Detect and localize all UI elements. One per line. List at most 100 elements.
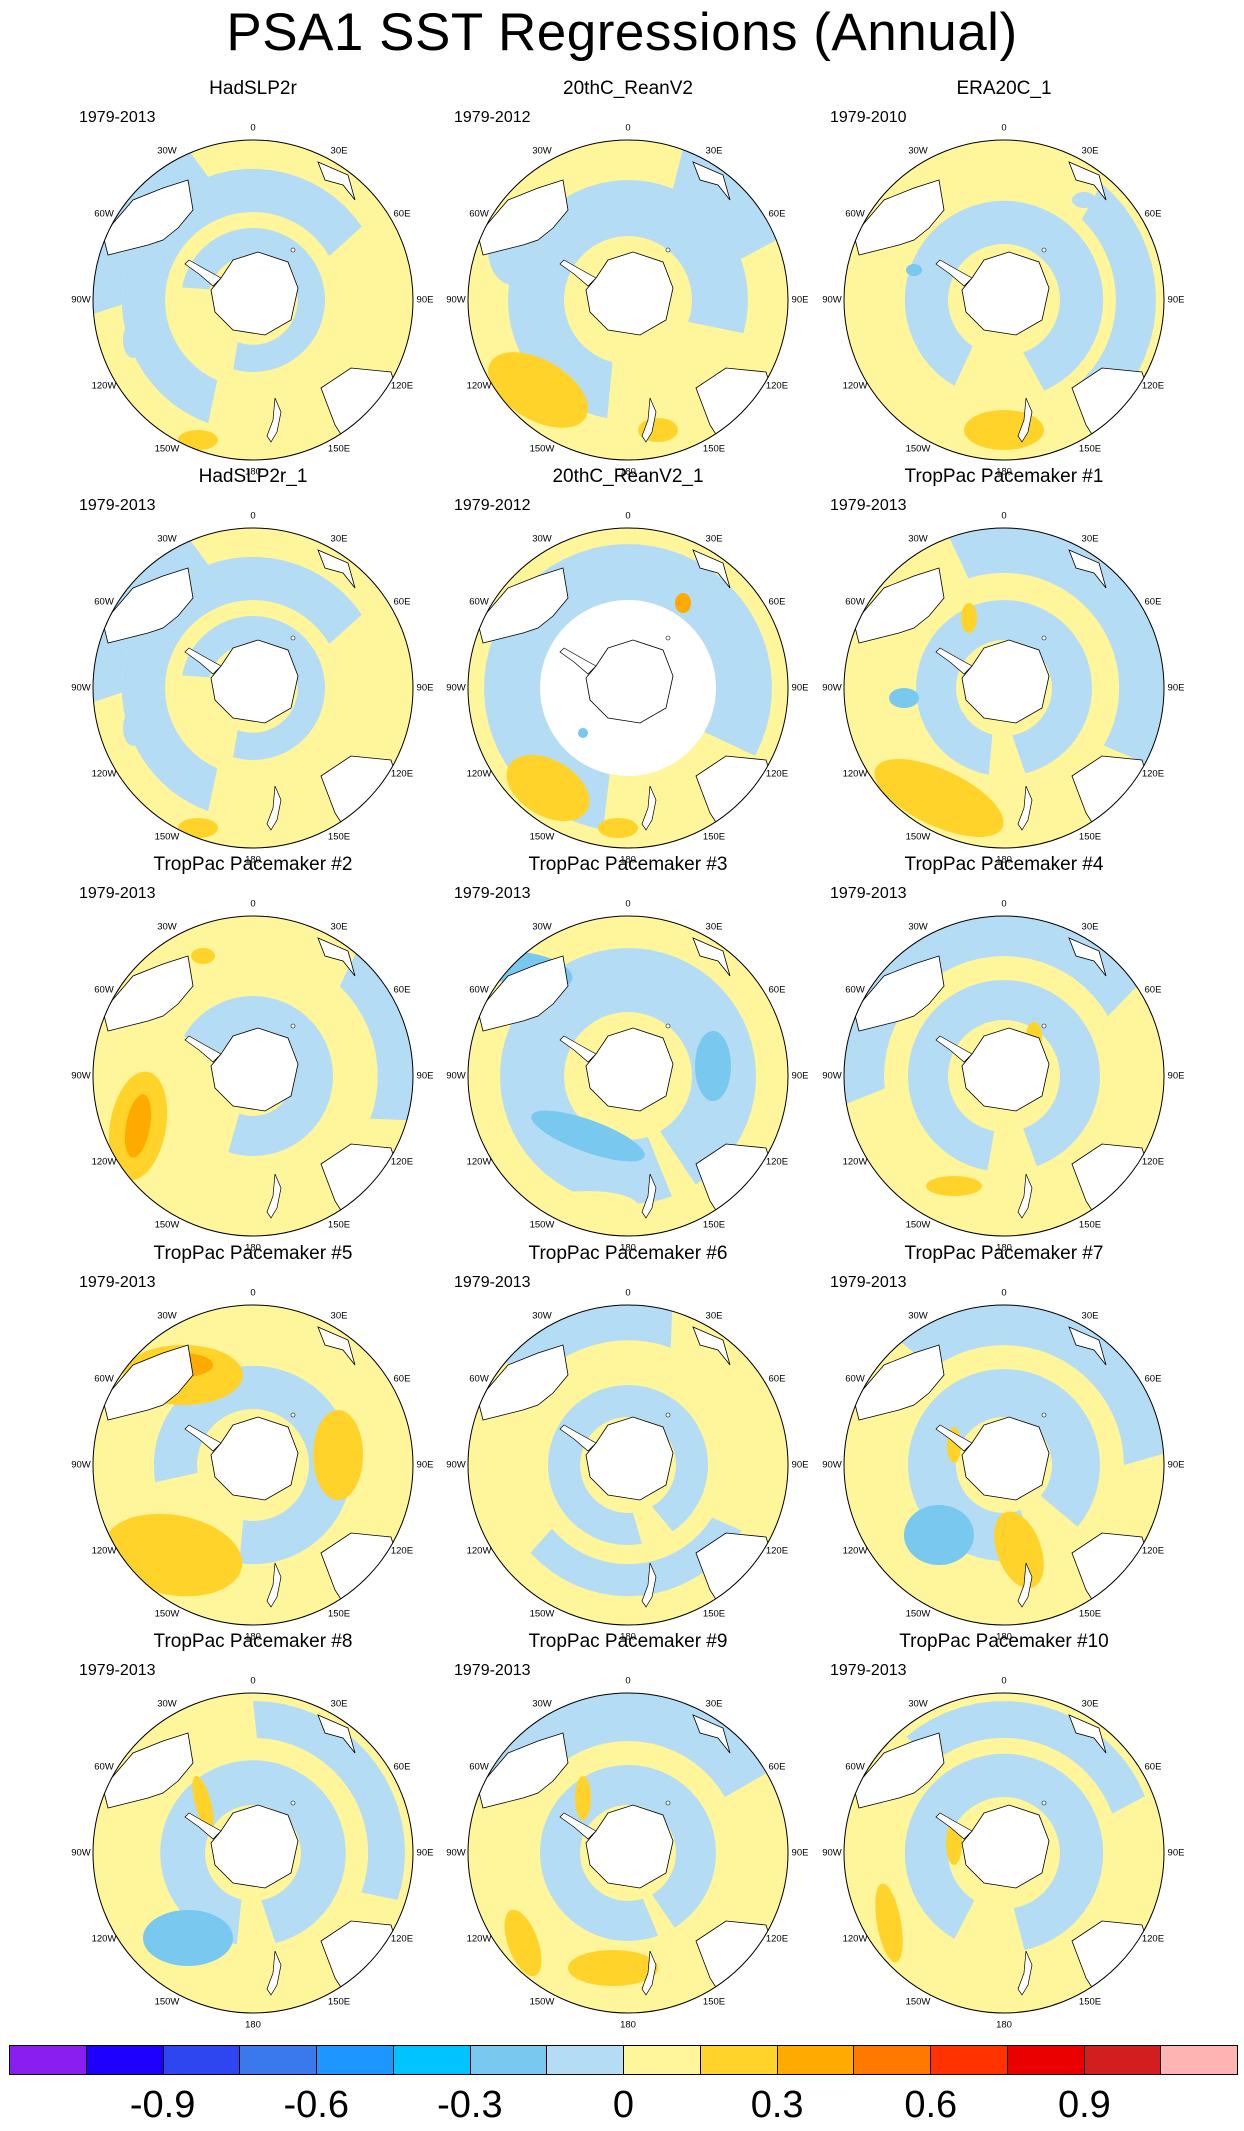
- longitude-label: 90W: [446, 1070, 466, 1082]
- longitude-label: 180: [245, 466, 261, 478]
- longitude-label: 90W: [71, 294, 91, 306]
- longitude-label: 150W: [154, 1219, 180, 1231]
- longitude-label: 90E: [791, 1459, 809, 1471]
- panel-title: TropPac Pacemaker #5: [153, 1243, 353, 1264]
- longitude-label: 90E: [416, 1070, 434, 1082]
- longitude-label: 0: [250, 510, 256, 522]
- colorbar-box: [393, 2046, 471, 2074]
- longitude-label: 120W: [466, 1156, 492, 1168]
- longitude-label: 150W: [154, 443, 180, 455]
- colorbar-label: -0.6: [283, 2084, 349, 2126]
- longitude-label: 120E: [390, 768, 414, 780]
- map-panel: TropPac Pacemaker #9 1979-2013 0 30E 60E 90E 1…: [446, 1631, 808, 2031]
- colorbar-box: [854, 2046, 931, 2074]
- longitude-label: 150W: [154, 831, 180, 843]
- longitude-label: 150W: [905, 1996, 931, 2008]
- colorbar-label: 0.9: [1057, 2084, 1111, 2126]
- longitude-label: 30W: [532, 1698, 552, 1710]
- longitude-label: 0: [250, 1675, 256, 1687]
- longitude-label: 60W: [469, 1761, 489, 1773]
- longitude-label: 120W: [842, 1156, 868, 1168]
- longitude-label: 60E: [393, 984, 411, 996]
- longitude-label: 30E: [330, 533, 348, 545]
- longitude-label: 180: [620, 1242, 636, 1254]
- longitude-label: 90E: [416, 294, 434, 306]
- longitude-label: 90W: [822, 682, 842, 694]
- longitude-label: 90E: [416, 1847, 434, 1859]
- longitude-label: 180: [996, 854, 1012, 866]
- map-panel: TropPac Pacemaker #8 1979-2013 0 30E 60E 90E 1…: [71, 1631, 433, 2031]
- polar-stereographic-map: [843, 1304, 1165, 1626]
- polar-stereographic-map: [92, 915, 414, 1237]
- longitude-label: 150E: [702, 1608, 726, 1620]
- longitude-label: 30E: [1081, 533, 1099, 545]
- longitude-label: 150W: [529, 1996, 555, 2008]
- longitude-label: 90E: [416, 682, 434, 694]
- map-panel: TropPac Pacemaker #3 1979-2013 0 30E 60E 90E 1…: [446, 854, 808, 1254]
- longitude-label: 180: [620, 2019, 636, 2031]
- longitude-label: 60W: [845, 208, 865, 220]
- longitude-label: 150W: [154, 1608, 180, 1620]
- longitude-label: 30W: [908, 921, 928, 933]
- longitude-label: 60W: [845, 1761, 865, 1773]
- panel-title: 20thC_ReanV2_1: [552, 466, 704, 487]
- longitude-label: 90E: [1167, 1459, 1185, 1471]
- panel-title: ERA20C_1: [956, 78, 1052, 99]
- longitude-label: 150E: [1078, 1996, 1102, 2008]
- longitude-label: 150E: [1078, 1219, 1102, 1231]
- longitude-label: 120W: [842, 1545, 868, 1557]
- longitude-label: 90W: [71, 682, 91, 694]
- longitude-label: 120E: [765, 1156, 789, 1168]
- polar-stereographic-map: [92, 1692, 414, 2014]
- longitude-label: 30E: [1081, 1310, 1099, 1322]
- longitude-label: 60W: [845, 1373, 865, 1385]
- longitude-label: 150E: [702, 1219, 726, 1231]
- colorbar-box: [700, 2046, 778, 2074]
- longitude-label: 120E: [765, 1545, 789, 1557]
- longitude-label: 180: [996, 2019, 1012, 2031]
- map-panel: TropPac Pacemaker #10 1979-2013 0 30E 60E 90E…: [822, 1631, 1184, 2031]
- colorbar-label: -0.3: [437, 2084, 503, 2126]
- longitude-label: 150E: [327, 831, 351, 843]
- longitude-label: 120E: [765, 380, 789, 392]
- longitude-label: 90E: [791, 1070, 809, 1082]
- longitude-label: 150W: [905, 831, 931, 843]
- longitude-label: 150W: [154, 1996, 180, 2008]
- map-panel: TropPac Pacemaker #4 1979-2013 0 30E 60E 90E 1…: [822, 854, 1184, 1254]
- longitude-label: 30W: [157, 145, 177, 157]
- polar-stereographic-map: [843, 139, 1165, 461]
- panel-period: 1979-2013: [454, 1662, 531, 1679]
- longitude-label: 30W: [157, 533, 177, 545]
- longitude-label: 180: [245, 1242, 261, 1254]
- longitude-label: 120E: [390, 1933, 414, 1945]
- longitude-label: 60E: [768, 596, 786, 608]
- longitude-label: 150W: [529, 1608, 555, 1620]
- colorbar-box: [470, 2046, 548, 2074]
- polar-stereographic-map: [467, 139, 789, 461]
- map-panel: TropPac Pacemaker #7 1979-2013 0 30E 60E 90E 1…: [822, 1243, 1184, 1643]
- longitude-label: 90E: [1167, 1070, 1185, 1082]
- longitude-label: 60W: [94, 596, 114, 608]
- longitude-label: 30E: [330, 1698, 348, 1710]
- colorbar-box: [317, 2046, 394, 2074]
- polar-stereographic-map: [467, 915, 789, 1237]
- panel-title: HadSLP2r_1: [198, 466, 308, 487]
- longitude-label: 180: [620, 1631, 636, 1643]
- longitude-label: 180: [996, 1242, 1012, 1254]
- panel-title: TropPac Pacemaker #8: [153, 1631, 353, 1652]
- longitude-label: 150E: [327, 443, 351, 455]
- longitude-label: 0: [1001, 122, 1007, 134]
- panel-period: 1979-2010: [830, 109, 907, 126]
- longitude-label: 120W: [91, 1933, 117, 1945]
- colorbar-box: [1084, 2046, 1162, 2074]
- longitude-label: 90E: [1167, 1847, 1185, 1859]
- panel-period: 1979-2012: [454, 109, 531, 126]
- longitude-label: 60E: [1144, 984, 1162, 996]
- longitude-label: 60W: [469, 596, 489, 608]
- longitude-label: 120W: [466, 380, 492, 392]
- map-panel: TropPac Pacemaker #5 1979-2013 0 30E 60E 90E 1…: [71, 1243, 433, 1643]
- longitude-label: 180: [245, 2019, 261, 2031]
- longitude-label: 60W: [469, 984, 489, 996]
- longitude-label: 60E: [768, 208, 786, 220]
- colorbar-label: 0.3: [750, 2084, 804, 2126]
